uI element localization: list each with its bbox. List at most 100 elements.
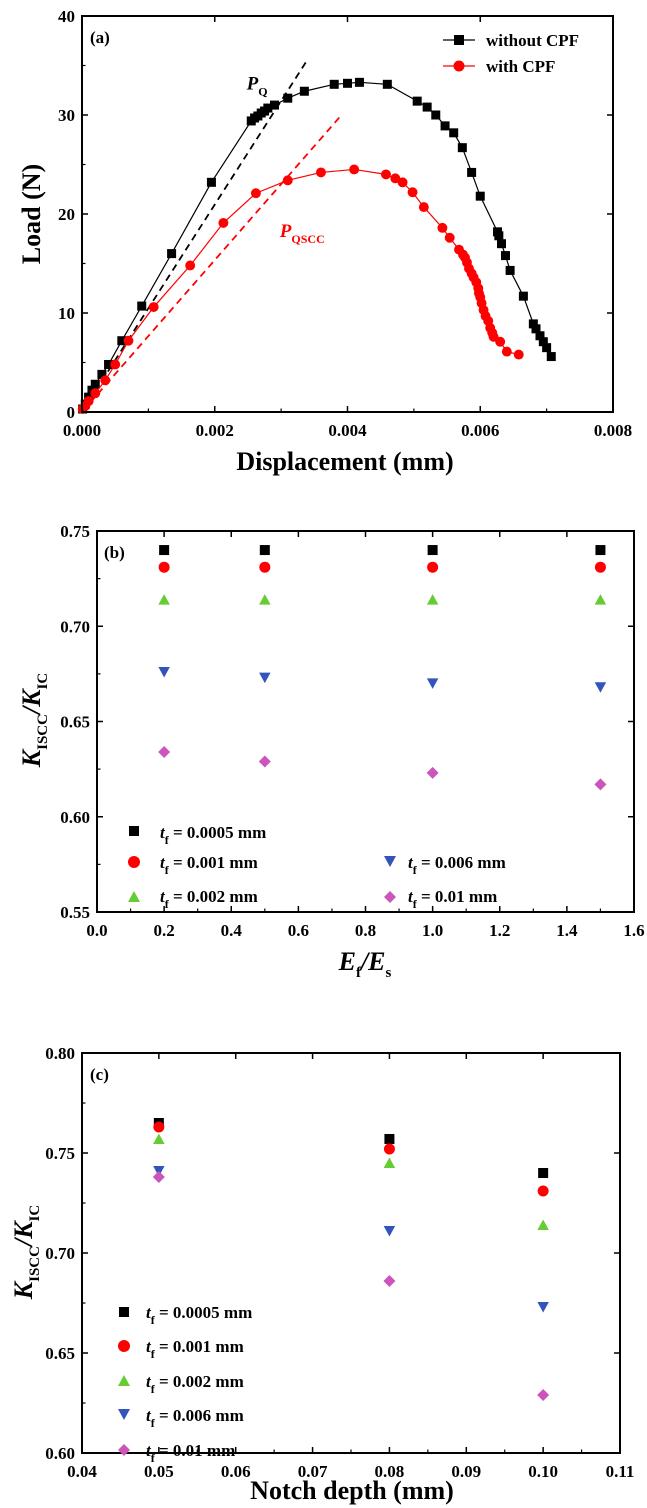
panel-b-legend-item-0: tf = 0.0005 mm (129, 823, 266, 847)
data-point (381, 169, 391, 180)
data-point (427, 545, 438, 556)
data-point (167, 249, 177, 259)
legend-marker-with-cpf (453, 60, 465, 72)
data-point (259, 545, 270, 556)
panel-a-x-tick-label: 0.004 (328, 421, 367, 440)
annotation-pqscc-main: P (279, 221, 292, 242)
data-point (283, 93, 293, 103)
panel-c-label: (c) (90, 1065, 109, 1084)
panel-a-x-axis-title: Displacement (mm) (236, 447, 453, 476)
panel-b-legend-label-1: tf = 0.001 mm (160, 853, 258, 877)
panel-c-legend-label-1: tf = 0.001 mm (146, 1337, 244, 1361)
dashed-tangent-line-0 (81, 62, 307, 413)
data-point (518, 291, 528, 301)
data-point (440, 121, 450, 131)
panel-b-legend-label-3: tf = 0.006 mm (408, 853, 506, 877)
data-point (153, 1133, 165, 1144)
panel-b-y-title-sub: ISCC (35, 714, 51, 750)
data-point (546, 352, 556, 362)
data-point (531, 324, 541, 334)
data-point (90, 379, 100, 389)
panel-c-legend-label-4: tf = 0.01 mm (146, 1441, 235, 1465)
data-point (426, 678, 439, 689)
data-point (185, 260, 196, 271)
panel-a-x-tick-label: 0.000 (63, 421, 101, 440)
panel-a-y-tick-label: 40 (58, 7, 75, 26)
data-point (594, 778, 607, 791)
data-point (537, 1389, 550, 1401)
data-point (110, 359, 121, 370)
data-point (422, 102, 432, 112)
data-point (535, 331, 545, 341)
panel-c-legend-item-3: tf = 0.006 mm (118, 1406, 244, 1430)
annotation-pq-sub: Q (258, 84, 267, 98)
data-point (206, 177, 216, 187)
panel-b-ticks: 0.0 0.2 0.4 0.6 0.8 1.0 1.2 1.4 1.6 0.55 0.60 0.65 0… (60, 522, 644, 940)
data-point (153, 1121, 165, 1133)
data-point (538, 337, 548, 347)
data-point (137, 301, 147, 311)
panel-b-y-title-sub2: IC (35, 673, 51, 690)
data-point (83, 396, 94, 407)
panel-c-y-tick-label: 0.70 (45, 1244, 75, 1263)
panel-a-y-tick-label: 10 (58, 304, 75, 323)
panel-c-legend-item-2: tf = 0.002 mm (118, 1372, 244, 1396)
panel-b-label: (b) (104, 543, 125, 562)
data-point (269, 100, 279, 110)
data-point (501, 346, 512, 357)
panel-b-x-tick-label: 0.8 (355, 921, 376, 940)
data-point (538, 1168, 549, 1178)
panel-a-legend: without CPF with CPF (443, 31, 579, 76)
data-point (354, 77, 364, 87)
data-point (427, 561, 439, 573)
data-point (250, 188, 261, 199)
data-point (123, 335, 134, 346)
data-point (494, 231, 504, 241)
data-point (390, 173, 401, 184)
panel-c-y-tick-label: 0.75 (45, 1144, 75, 1163)
panel-b-y-title-main: K (17, 748, 46, 768)
panel-c-y-axis-title: KISCC/KIC (9, 1205, 43, 1300)
data-point (329, 79, 339, 89)
data-point (537, 1302, 549, 1313)
data-point (349, 164, 360, 175)
data-point (467, 167, 477, 177)
data-point (383, 1275, 396, 1287)
panel-c-legend-item-4: tf = 0.01 mm (118, 1441, 235, 1465)
data-point (259, 561, 271, 573)
annotation-pqscc-sub: QSCC (291, 232, 324, 246)
panel-b-legend-item-3: tf = 0.006 mm (384, 853, 506, 877)
data-point (158, 666, 170, 678)
panel-b-legend-item-1: tf = 0.001 mm (128, 853, 258, 877)
panel-c-legend-label-3: tf = 0.006 mm (146, 1406, 244, 1430)
panel-a-plot (77, 62, 556, 414)
panel-c-x-tick-label: 0.05 (144, 1462, 174, 1481)
annotation-pq: PQ (246, 73, 268, 98)
panel-a-y-axis-title: Load (N) (17, 164, 46, 264)
data-point (426, 594, 439, 605)
panel-c-legend-item-0: tf = 0.0005 mm (119, 1303, 252, 1327)
data-point (343, 78, 352, 88)
data-point (537, 1185, 549, 1197)
series-line-1 (82, 168, 519, 410)
data-point (90, 388, 101, 399)
panel-c-legend-marker-0 (119, 1307, 129, 1317)
panel-b-y-title-mid: /K (17, 688, 46, 716)
panel-b-x-axis-title: Ef/Es (338, 947, 392, 981)
data-point (537, 1219, 549, 1230)
data-point (594, 561, 606, 573)
data-point (218, 217, 229, 228)
data-point (594, 594, 607, 605)
panel-c-legend-marker-3 (118, 1409, 130, 1420)
data-point (152, 1171, 165, 1183)
legend-marker-without-cpf (454, 35, 464, 45)
panel-c-x-tick-label: 0.07 (298, 1462, 328, 1481)
panel-c-x-tick-label: 0.09 (451, 1462, 481, 1481)
data-point (299, 86, 309, 96)
data-point (457, 143, 467, 153)
panel-c: 0.04 0.05 0.06 0.07 0.08 0.09 0.10 0.11 0.60 0.65… (9, 1044, 634, 1505)
panel-c-x-tick-label: 0.08 (375, 1462, 405, 1481)
data-point (383, 1143, 395, 1155)
data-point (426, 766, 439, 779)
